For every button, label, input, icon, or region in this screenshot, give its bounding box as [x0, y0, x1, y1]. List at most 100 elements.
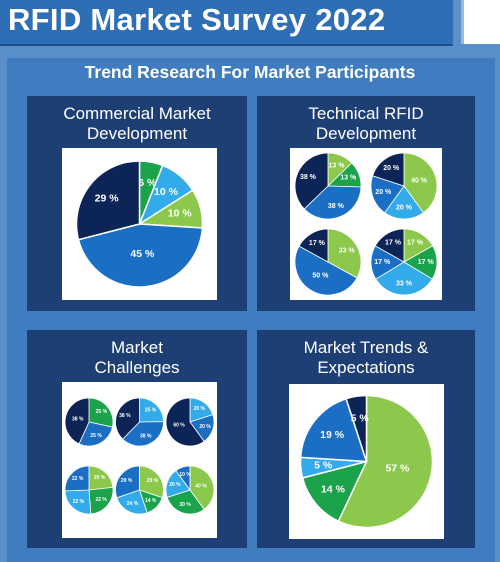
pie-slice — [139, 465, 164, 499]
pie-slice — [64, 397, 90, 445]
subtitle: Trend Research For Market Participants — [84, 62, 416, 82]
title-tab — [461, 0, 500, 44]
panel-title-line2: Development — [86, 124, 188, 143]
pie-chart-trends: 57 % 14 % 5 % 19 % 5 % — [299, 394, 434, 529]
pie-slice-label: 20 % — [194, 406, 206, 412]
pie-slice-label: 19 % — [320, 429, 345, 441]
pie-slice — [165, 397, 205, 447]
pie-charts-challenges: 25 % 25 % 38 % 25 % 38 % 38 % 20 % 20 % 60 % 20 %… — [64, 397, 215, 515]
pie-slice — [78, 421, 113, 447]
pie-slice-label: 5 % — [314, 460, 333, 472]
pie-slice — [166, 489, 205, 515]
pie-slice-label: 38 % — [72, 417, 84, 423]
chart-card: 13 % 13 % 38 % 38 % 40 % 20 % 20 % 20 % 33 % 50 %… — [290, 148, 442, 300]
pie-slice — [299, 397, 368, 463]
pie-slice-label: 10 % — [179, 472, 191, 478]
pie-slice-label: 17 % — [385, 240, 402, 247]
panel-commercial-market: Commercial Market Development 6 % 10 % 10 … — [27, 96, 247, 311]
pie-slice — [294, 245, 358, 296]
pie-slice-label: 14 % — [145, 498, 157, 504]
pie-slice-label: 22 % — [95, 497, 107, 503]
pie-slice-label: 60 % — [173, 423, 185, 429]
pie-slice — [115, 397, 140, 440]
pie-slice — [294, 152, 329, 210]
pie-slice — [345, 394, 368, 462]
pie-slice — [115, 465, 140, 499]
pie-slice-label: 20 % — [169, 482, 181, 488]
pie-slice-label: 14 % — [321, 483, 346, 495]
pie-slice-label: 25 % — [96, 409, 108, 415]
pie-slice-label: 25 % — [145, 408, 157, 414]
pie-slice — [64, 465, 90, 492]
page-title: RFID Market Survey 2022 — [8, 2, 386, 37]
panel-title-line2: Challenges — [94, 358, 180, 377]
pie-slice — [327, 228, 362, 279]
panel-title-line1: Technical RFID — [308, 104, 424, 123]
pie-slice — [75, 160, 141, 241]
pie-slice-label: 25 % — [90, 433, 102, 439]
chart-card: 57 % 14 % 5 % 19 % 5 % — [289, 384, 444, 539]
pie-slice — [372, 152, 405, 187]
pie-slice-label: 10 % — [168, 208, 193, 220]
pie-slice-label: 33 % — [396, 280, 413, 287]
header: RFID Market Survey 2022 — [0, 0, 500, 50]
pie-slice-label: 38 % — [328, 203, 345, 210]
pie-slice-label: 20 % — [375, 189, 392, 196]
pie-slice — [375, 261, 433, 296]
pie-slice — [301, 460, 368, 523]
pie-slice — [88, 486, 114, 515]
pie-slice-label: 40 % — [195, 483, 207, 489]
pie-slice-label: 38 % — [300, 174, 317, 181]
pie-slice-label: 22 % — [72, 476, 84, 482]
pie-slice-label: 17 % — [309, 240, 326, 247]
pie-slice-label: 10 % — [154, 186, 179, 198]
pie-slice-label: 38 % — [119, 413, 131, 419]
chart-card: 25 % 25 % 38 % 25 % 38 % 38 % 20 % 20 % 60 % 20 %… — [62, 382, 217, 538]
pie-slice — [384, 185, 424, 220]
panel-title-line1: Commercial Market — [63, 104, 211, 123]
pie-slice — [88, 465, 114, 491]
pie-slice-label: 22 % — [73, 499, 85, 505]
panel-title-line2: Expectations — [317, 358, 415, 377]
pie-slice-label: 17 % — [418, 259, 435, 266]
pie-slice — [122, 421, 164, 447]
pie-slice — [175, 465, 191, 492]
pie-slice-label: 20 % — [383, 165, 400, 172]
pie-slice — [64, 489, 92, 515]
pie-slice — [337, 394, 434, 529]
panel-title-line1: Market — [111, 338, 163, 357]
pie-slice — [298, 228, 329, 263]
pie-slice-label: 20 % — [396, 204, 413, 211]
pie-slice — [370, 175, 405, 214]
pie-slice-label: 13 % — [340, 175, 357, 182]
pie-slice-label: 5 % — [351, 412, 370, 424]
pie-slice-label: 33 % — [339, 247, 356, 254]
pie-slice-label: 40 % — [411, 178, 428, 185]
pie-slice-label: 57 % — [385, 462, 410, 474]
panel-market-challenges: Market Challenges 25 % 25 % 38 % 25 % 38 % 38… — [27, 330, 247, 548]
pie-slice-label: 30 % — [179, 502, 191, 508]
panel-market-trends: Market Trends & Expectations 57 % 14 % 5 %… — [257, 330, 475, 548]
pie-slice — [189, 465, 215, 510]
panel-title-line2: Development — [315, 124, 417, 143]
pie-chart-commercial: 6 %10 %10 %45 %29 % — [75, 160, 204, 288]
pie-slice — [116, 489, 148, 515]
panel-technical-rfid: Technical RFID Development 13 % 13 % 38 % 3… — [257, 96, 475, 311]
pie-slice — [403, 152, 438, 214]
pie-slice — [139, 397, 164, 423]
pie-charts-technical: 13 % 13 % 38 % 38 % 40 % 20 % 20 % 20 % 33 % 50 %… — [294, 152, 438, 296]
pie-slice-label: 17 % — [407, 240, 424, 247]
pie-slice — [88, 397, 114, 428]
pie-slice-label: 20 % — [94, 475, 106, 481]
pie-slice-label: 38 % — [140, 434, 152, 440]
panel-title-line1: Market Trends & — [303, 338, 429, 357]
pie-slice-label: 50 % — [312, 272, 329, 279]
pie-slice — [374, 228, 405, 263]
pie-slice — [77, 223, 204, 288]
pie-slice-label: 29 % — [147, 478, 159, 484]
pie-slice-label: 29 % — [121, 478, 133, 484]
pie-slice-label: 24 % — [127, 501, 139, 507]
pie-slice-label: 29 % — [95, 193, 120, 205]
chart-card: 6 % 10 % 10 % 45 % 29 % — [62, 148, 217, 300]
pie-slice-label: 17 % — [374, 259, 391, 266]
